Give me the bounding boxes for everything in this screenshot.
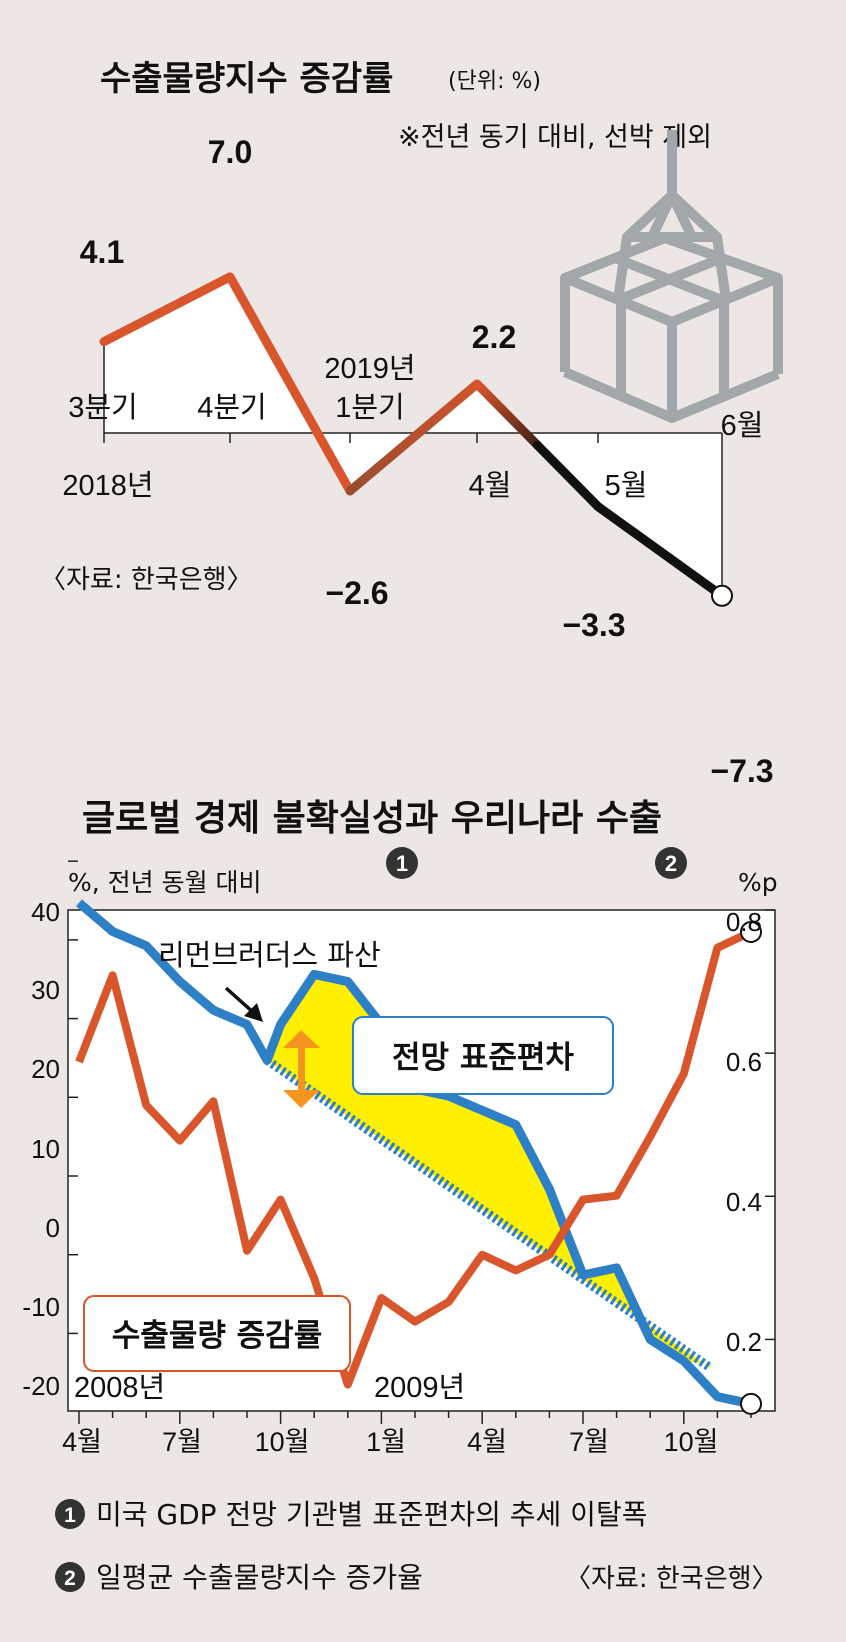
chart1-tick-marks <box>103 341 723 596</box>
chart1-segment <box>99 272 235 347</box>
right-tick-label: 0.6 <box>726 1047 762 1077</box>
chart1-segment <box>225 272 355 496</box>
package-icon <box>560 130 783 423</box>
footnote-1-marker: 1 <box>64 1504 76 1527</box>
chart1-segment <box>472 379 542 450</box>
chart1-category-label: 4분기 <box>197 392 267 424</box>
marker-1-text: 1 <box>396 851 408 876</box>
x-tick-label: 4월 <box>467 1427 507 1457</box>
export-legend-label: 수출물량 증감률 <box>112 1318 322 1354</box>
marker-2-badge: 2 <box>655 847 687 879</box>
deviation-arrow-icon <box>283 1030 320 1108</box>
x-tick-label: 7월 <box>162 1427 202 1457</box>
x-tick-label: 10월 <box>255 1427 310 1457</box>
footnote-2-marker: 2 <box>64 1567 76 1590</box>
marker-2-text: 2 <box>665 851 677 876</box>
lehman-annotation: 리먼브러더스 파산 <box>158 938 381 972</box>
export-legend-box: 수출물량 증감률 <box>83 1295 351 1372</box>
chart2-title: 글로벌 경제 불확실성과 우리나라 수출 <box>82 798 662 839</box>
chart1-value-label: 4.1 <box>80 234 124 270</box>
left-tick-label: 10 <box>31 1134 60 1164</box>
x-tick-label: 4월 <box>62 1427 102 1457</box>
chart1-category-label: 5월 <box>605 469 648 502</box>
chart1-category-label: 6월 <box>721 409 764 442</box>
x-tick-label: 1월 <box>366 1427 406 1457</box>
right-tick-label: 0.2 <box>726 1327 762 1357</box>
year-label-2008: 2008년 <box>74 1372 165 1404</box>
right-axis-label: %p <box>738 868 778 897</box>
chart1-category-label: 4월 <box>469 469 512 502</box>
chart1-segment <box>533 440 603 512</box>
right-axis-ticks: 0.8 0.6 0.4 0.2 <box>726 907 762 1357</box>
std-dev-legend-label: 전망 표준편차 <box>392 1040 574 1076</box>
chart1-note: ※전년 동기 대비, 선박 제외 <box>398 122 712 153</box>
left-tick-label: 40 <box>31 897 60 927</box>
year-label-2009: 2009년 <box>374 1372 465 1404</box>
left-tick-label: 20 <box>31 1054 60 1084</box>
export-growth-line <box>75 928 753 1389</box>
chart1-end-point <box>711 584 733 607</box>
left-axis-ticks: 40 30 20 10 0 -10 -20 <box>22 897 60 1401</box>
chart1-year-label: 2018년 <box>62 470 153 502</box>
chart1-source: 〈자료: 한국은행〉 <box>40 565 253 595</box>
std-dev-end-point <box>740 1392 762 1415</box>
chart2-source: 〈자료: 한국은행〉 <box>565 1564 778 1594</box>
chart1-value-label: −7.3 <box>710 753 773 789</box>
footnote-2-text: 일평균 수출물량지수 증가율 <box>96 1561 423 1594</box>
x-tick-label: 7월 <box>569 1427 609 1457</box>
x-axis-ticks: 4월 7월 10월 1월 4월 7월 10월 <box>62 1427 718 1457</box>
left-tick-label: -20 <box>22 1371 60 1401</box>
std-dev-legend-box: 전망 표준편차 <box>352 1016 614 1095</box>
annotation-arrow-icon <box>224 986 263 1022</box>
chart1-year-label: 2019년 <box>324 353 415 385</box>
export-growth-end-point <box>740 921 762 944</box>
chart1-title: 수출물량지수 증감률 <box>100 59 393 99</box>
left-tick-label: 0 <box>46 1213 60 1243</box>
marker-1-badge: 1 <box>386 847 418 879</box>
footnote-1-text: 미국 GDP 전망 기관별 표준편차의 추세 이탈폭 <box>96 1498 647 1531</box>
left-axis-label: %, 전년 동월 대비 <box>68 868 262 897</box>
x-tick-label: 10월 <box>664 1427 719 1457</box>
chart1-segment <box>345 379 482 496</box>
right-tick-label: 0.8 <box>726 907 762 937</box>
footnote-1: 1 미국 GDP 전망 기관별 표준편차의 추세 이탈폭 <box>55 1498 647 1531</box>
chart1-value-label: 2.2 <box>472 319 516 355</box>
chart1-category-label: 1분기 <box>335 392 405 424</box>
chart1-segment <box>593 502 727 601</box>
chart1-category-label: 3분기 <box>68 392 138 424</box>
chart1-unit: (단위: %) <box>448 69 541 94</box>
left-tick-label: 30 <box>31 975 60 1005</box>
chart1-value-label: 7.0 <box>208 134 252 170</box>
chart1-value-label: −3.3 <box>562 607 625 643</box>
chart1-series-line <box>99 272 727 601</box>
chart2-tick-marks <box>68 860 775 1424</box>
footnote-2: 2 일평균 수출물량지수 증가율 <box>55 1561 423 1594</box>
left-tick-label: -10 <box>22 1292 60 1322</box>
right-tick-label: 0.4 <box>726 1187 762 1217</box>
chart1-value-label: −2.6 <box>325 575 388 611</box>
